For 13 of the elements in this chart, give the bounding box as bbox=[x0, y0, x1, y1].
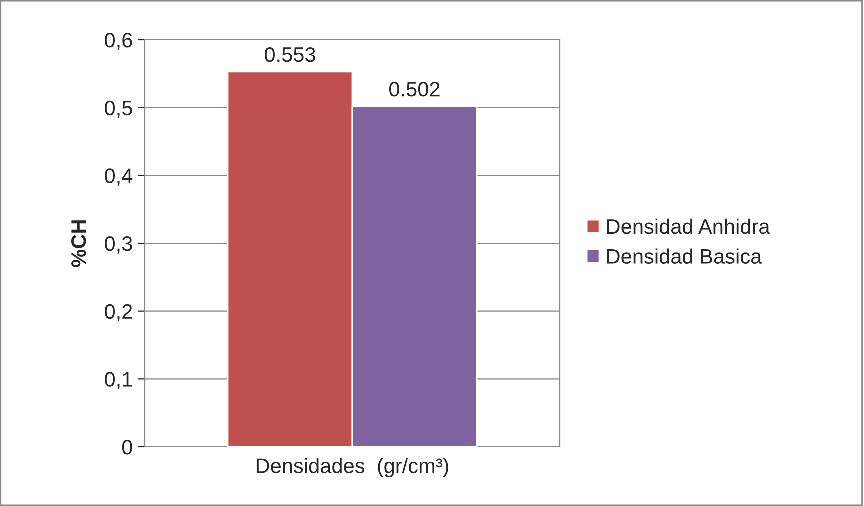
y-tick-label: 0,3 bbox=[105, 236, 132, 254]
data-label: 0.553 bbox=[265, 47, 316, 62]
y-axis-title: %CH bbox=[71, 220, 86, 268]
legend-label: Densidad Basica bbox=[608, 248, 762, 264]
y-tick-label: 0,1 bbox=[105, 372, 132, 390]
y-tick-label: 0,6 bbox=[105, 33, 132, 50]
y-tick-label: 0 bbox=[122, 440, 132, 455]
legend-label: Densidad Anhidra bbox=[608, 218, 770, 234]
data-label: 0.502 bbox=[390, 82, 440, 97]
y-tick-label: 0,5 bbox=[105, 100, 132, 118]
y-tick-label: 0,2 bbox=[105, 304, 132, 322]
y-tick-label: 0,4 bbox=[105, 168, 133, 186]
x-tick-label: Densidades (gr/cm³) bbox=[256, 458, 448, 478]
